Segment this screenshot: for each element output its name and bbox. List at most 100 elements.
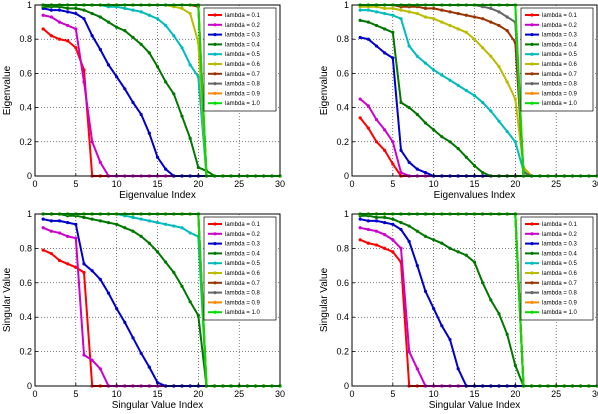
legend-marker <box>213 91 217 95</box>
data-point <box>374 23 379 28</box>
x-tick-label: 25 <box>234 179 244 189</box>
data-point <box>440 73 444 77</box>
data-point <box>481 46 485 50</box>
legend-marker <box>213 232 217 236</box>
data-point <box>164 260 168 264</box>
x-tick-label: 20 <box>510 179 520 189</box>
data-point <box>188 300 192 304</box>
y-tick-label: 0 <box>344 171 349 181</box>
legend-label: lambda = 0.8 <box>225 82 261 88</box>
data-point <box>172 34 176 38</box>
data-point <box>358 226 362 230</box>
x-tick-label: 25 <box>551 179 561 189</box>
x-tick-label: 15 <box>152 179 162 189</box>
x-tick-label: 20 <box>510 389 520 399</box>
legend-marker <box>530 251 534 255</box>
data-point <box>82 262 86 266</box>
x-tick-label: 10 <box>429 179 439 189</box>
data-point <box>196 313 200 318</box>
legend-label: lambda = 1.0 <box>542 101 578 107</box>
x-axis-label: Singular Value Index <box>429 400 521 411</box>
data-point <box>407 350 411 354</box>
data-point <box>383 51 387 55</box>
data-point <box>407 106 411 110</box>
data-point <box>383 148 387 152</box>
data-point <box>188 11 192 16</box>
data-point <box>49 8 53 12</box>
legend-marker <box>530 42 534 47</box>
data-point <box>407 44 411 48</box>
data-point <box>366 126 370 130</box>
data-point <box>513 140 517 144</box>
legend: lambda = 0.1 lambda = 0.2 lambda = 0.3 lamb… <box>520 216 594 321</box>
data-point <box>82 270 86 275</box>
x-tick-label: 0 <box>32 389 37 399</box>
data-point <box>139 234 143 238</box>
data-point <box>456 367 460 371</box>
y-tick-label: 0.8 <box>336 243 349 253</box>
data-point <box>497 64 501 69</box>
legend-marker <box>213 42 217 47</box>
data-point <box>82 80 86 84</box>
data-point <box>366 104 370 108</box>
y-tick-label: 1 <box>27 0 32 10</box>
data-point <box>139 112 143 117</box>
legend-label: lambda = 0.5 <box>225 261 261 267</box>
data-point <box>74 265 78 269</box>
x-tick-label: 5 <box>390 179 395 189</box>
legend-label: lambda = 0.8 <box>225 291 261 297</box>
legend-label: lambda = 0.7 <box>542 281 578 287</box>
y-tick-label: 0.6 <box>336 68 349 78</box>
data-point <box>164 23 168 28</box>
x-tick-label: 0 <box>349 179 354 189</box>
data-point <box>147 13 151 17</box>
data-point <box>374 10 379 14</box>
data-point <box>464 13 468 17</box>
legend-label: lambda = 0.4 <box>542 251 578 257</box>
x-tick-label: 5 <box>73 389 78 399</box>
data-point <box>123 29 127 33</box>
x-axis-label: Eigenvalue Index <box>119 190 196 201</box>
legend-label: lambda = 0.9 <box>225 300 261 306</box>
data-point <box>448 23 452 28</box>
legend-label: lambda = 1.0 <box>225 101 261 107</box>
data-point <box>456 250 460 254</box>
data-point <box>155 221 160 225</box>
data-point <box>180 46 184 50</box>
data-point <box>139 217 143 221</box>
legend-label: lambda = 0.7 <box>225 281 261 287</box>
y-tick-label: 1 <box>344 0 349 10</box>
legend-label: lambda = 0.5 <box>225 52 261 58</box>
data-point <box>415 229 419 233</box>
data-point <box>49 15 53 19</box>
legend-marker <box>213 101 217 105</box>
legend-marker <box>530 281 534 285</box>
data-point <box>391 217 395 221</box>
data-point <box>472 260 477 264</box>
data-point <box>423 170 428 175</box>
y-tick-label: 0.8 <box>19 34 32 44</box>
y-tick-label: 0.8 <box>336 34 349 44</box>
data-point <box>415 11 419 16</box>
data-point <box>432 307 436 311</box>
x-axis-label: Singular Value Index <box>112 400 204 411</box>
data-point <box>66 10 70 14</box>
legend-label: lambda = 0.4 <box>225 251 261 257</box>
data-point <box>74 27 78 31</box>
data-point <box>399 148 403 152</box>
data-point <box>90 140 94 144</box>
data-point <box>41 13 45 17</box>
y-tick-label: 0.6 <box>19 278 32 288</box>
data-point <box>147 365 151 369</box>
data-point <box>66 6 70 11</box>
data-point <box>131 35 135 40</box>
data-point <box>497 312 501 316</box>
legend: lambda = 0.1 lambda = 0.2 lambda = 0.3 lamb… <box>520 7 594 112</box>
x-axis-label: Eigenvalues Index <box>434 190 516 201</box>
data-point <box>366 227 370 232</box>
data-point <box>115 222 119 226</box>
data-point <box>432 238 436 242</box>
legend-label: lambda = 0.3 <box>542 242 578 248</box>
x-tick-label: 15 <box>469 389 479 399</box>
legend-marker <box>530 222 534 226</box>
